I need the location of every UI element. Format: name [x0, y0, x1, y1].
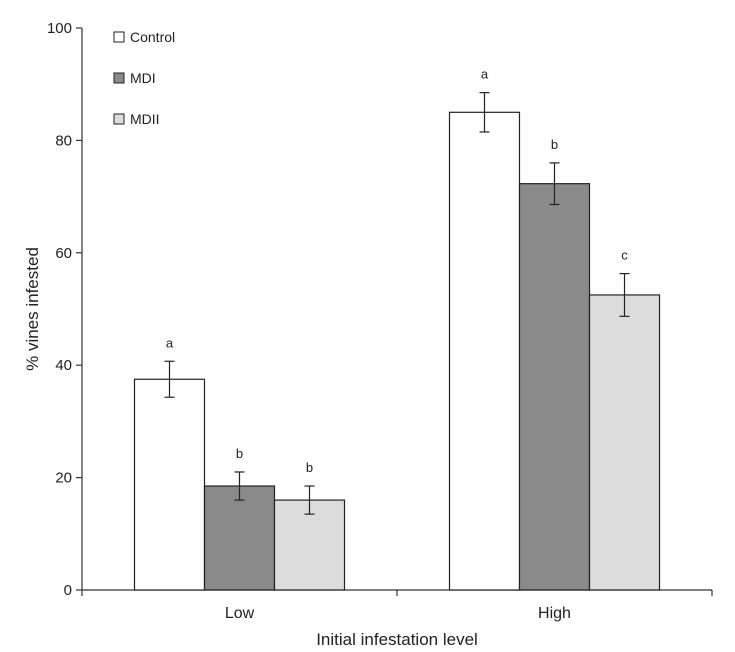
bar-control-low	[133, 378, 206, 591]
y-axis-title: % vines infested	[23, 247, 42, 371]
bar-control-high	[448, 111, 521, 591]
y-tick-label: 0	[64, 582, 72, 599]
bar-mdi-high	[518, 183, 591, 591]
bar-mdii-high	[588, 294, 661, 591]
legend-swatch-mdi	[113, 72, 125, 84]
significance-label: b	[306, 460, 313, 475]
y-tick-label: 20	[55, 470, 72, 487]
legend-swatch-control	[113, 31, 125, 43]
legend-label-mdi: MDI	[130, 70, 156, 86]
significance-label: b	[551, 137, 558, 152]
x-category-label: High	[538, 605, 571, 622]
significance-label: b	[236, 446, 243, 461]
bar-mdi-low	[203, 485, 276, 591]
x-category-label: Low	[225, 605, 255, 622]
legend-swatch-mdii	[113, 113, 125, 125]
significance-label: a	[481, 67, 489, 82]
y-tick-label: 80	[55, 132, 72, 149]
bar-mdii-low	[273, 499, 346, 591]
significance-label: a	[166, 335, 174, 350]
y-tick-label: 100	[47, 20, 72, 37]
legend-label-mdii: MDII	[130, 111, 160, 127]
legend-label-control: Control	[130, 29, 175, 45]
x-axis-title: Initial infestation level	[316, 630, 478, 649]
y-tick-label: 40	[55, 357, 72, 374]
y-tick-label: 60	[55, 245, 72, 262]
significance-label: c	[621, 248, 628, 263]
